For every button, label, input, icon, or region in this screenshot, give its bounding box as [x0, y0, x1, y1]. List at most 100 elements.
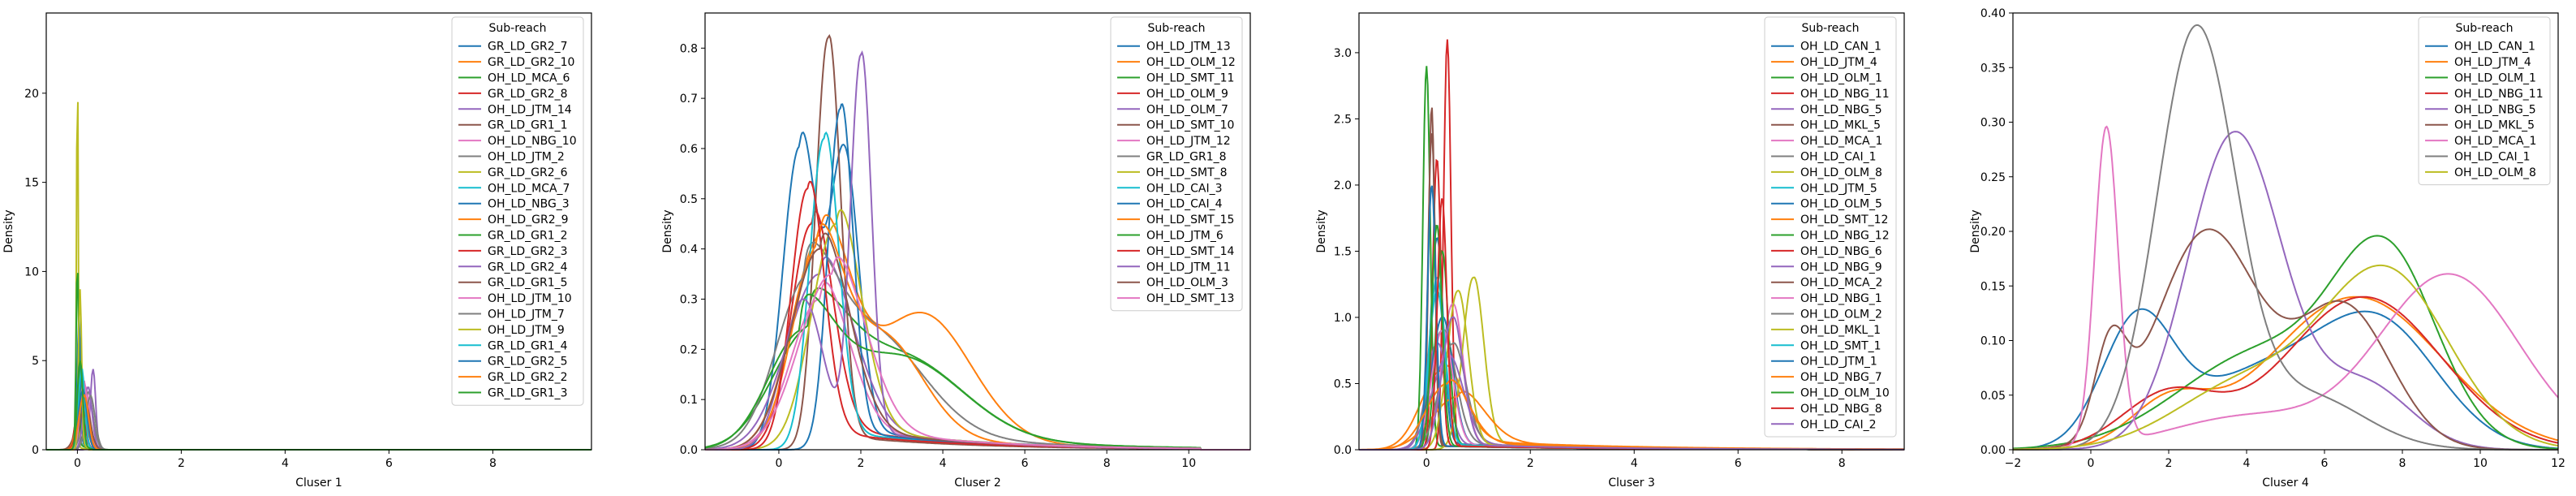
legend-entry: GR_LD_GR1_3: [488, 387, 568, 400]
x-axis-label: Cluser 1: [295, 477, 342, 490]
y-tick-label: 0.40: [1980, 7, 2006, 20]
legend-entry: OH_LD_GR2_9: [488, 213, 569, 226]
series-curves: [704, 33, 1250, 451]
legend-entry: OH_LD_MCA_1: [1800, 135, 1882, 148]
x-axis-label: Cluser 3: [1608, 477, 1655, 490]
subplot-4: −2 0 2 4 6 8 10 12 0.00 0.05 0.10 0.15 0.20 0.25 0.30 0…: [1969, 7, 2565, 490]
x-tick-label: 6: [1021, 457, 1029, 470]
legend-entry: GR_LD_GR1_1: [488, 119, 568, 132]
axes-frame: [45, 12, 592, 451]
legend-entry: OH_LD_CAN_1: [1800, 41, 1881, 54]
legend-entry: OH_LD_CAI_4: [1146, 198, 1223, 211]
series-line-OH_LD_OLM_1: [2012, 235, 2558, 450]
legend-entry: OH_LD_MKL_1: [1800, 324, 1881, 337]
y-tick-label: 2.0: [1334, 179, 1352, 192]
y-axis-label: Density: [1969, 209, 1982, 252]
legend-entry: OH_LD_SMT_12: [1800, 213, 1888, 226]
series-curves: [2012, 24, 2559, 451]
y-tick-label: 0.6: [680, 143, 698, 156]
series-line-OH_LD_GR2_9: [46, 397, 591, 451]
legend-entry: OH_LD_JTM_13: [1146, 41, 1231, 54]
y-axis-label: Density: [661, 209, 674, 252]
x-tick-label: 10: [1181, 457, 1196, 470]
series-line-OH_LD_MKL_5: [2013, 228, 2558, 451]
legend-entry: OH_LD_SMT_14: [1146, 245, 1235, 258]
legend-entry: OH_LD_SMT_1: [1800, 339, 1881, 352]
legend-entry: GR_LD_GR2_6: [488, 166, 568, 179]
legend-entry: OH_LD_CAI_2: [1800, 418, 1877, 431]
legend-entry: OH_LD_NBG_10: [488, 135, 577, 148]
series-line-OH_LD_NBG_11: [2013, 295, 2559, 451]
x-axis-label: Cluser 2: [954, 477, 1001, 490]
legend: Sub-reach OH_LD_JTM_13 OH_LD_OLM_12 OH_LD_S…: [1110, 16, 1243, 312]
legend-entry: OH_LD_JTM_5: [1800, 182, 1877, 195]
legend-entry: GR_LD_GR1_5: [488, 277, 568, 290]
legend-entry: OH_LD_OLM_1: [1800, 72, 1882, 85]
x-tick-label: 8: [1103, 457, 1111, 470]
series-line-OH_LD_JTM_4: [2013, 295, 2559, 451]
legend-entry: OH_LD_JTM_6: [1146, 230, 1223, 243]
legend-entry: OH_LD_JTM_9: [488, 324, 565, 337]
legend-title: Sub-reach: [2456, 22, 2514, 35]
y-tick-label: 0.4: [680, 244, 698, 257]
series-line-GR_LD_GR1_5: [46, 403, 591, 451]
x-tick-label: 8: [489, 457, 497, 470]
series-line-OH_LD_CAI_1: [2013, 24, 2558, 451]
legend-entry: OH_LD_JTM_4: [1800, 56, 1877, 69]
y-tick-label: 0.20: [1980, 226, 2006, 239]
legend-title: Sub-reach: [1148, 22, 1206, 35]
x-tick-label: 2: [178, 457, 185, 470]
series-line-OH_LD_NBG_5: [2013, 131, 2558, 451]
y-tick-label: 0.00: [1980, 444, 2006, 457]
x-tick-label: 12: [2551, 457, 2565, 470]
legend-entry: GR_LD_GR1_2: [488, 230, 568, 243]
legend-entry: GR_LD_GR2_5: [488, 356, 568, 369]
series-line-OH_LD_MCA_1: [2012, 125, 2559, 451]
legend-entry: GR_LD_GR2_7: [488, 41, 568, 54]
x-tick-label: 6: [2321, 457, 2329, 470]
legend-entry: OH_LD_OLM_8: [2454, 166, 2536, 179]
legend-entry: OH_LD_MCA_7: [488, 182, 570, 195]
legend-entry: GR_LD_GR1_8: [1146, 151, 1227, 164]
y-tick-label: 1.0: [1334, 312, 1352, 325]
legend-entry: GR_LD_GR2_2: [488, 371, 568, 384]
legend-entry: OH_LD_JTM_11: [1146, 261, 1231, 274]
subplot-1: 0 2 4 6 8 0 5 10 15 20 Cluser 1 Density Sub-reach GR_…: [2, 12, 592, 490]
legend-entry: OH_LD_JTM_12: [1146, 135, 1231, 148]
legend-entry: OH_LD_NBG_7: [1800, 371, 1882, 384]
y-tick-label: 5: [32, 355, 39, 368]
legend-entry: OH_LD_OLM_12: [1146, 56, 1236, 69]
legend-entry: OH_LD_NBG_6: [1800, 245, 1882, 258]
legend-entry: GR_LD_GR2_8: [488, 88, 568, 101]
y-tick-label: 1.5: [1334, 245, 1352, 258]
x-tick-label: 4: [282, 457, 289, 470]
legend-entry: OH_LD_SMT_8: [1146, 166, 1228, 179]
legend-entry: OH_LD_CAI_1: [2454, 151, 2531, 164]
legend-entry: OH_LD_OLM_5: [1800, 198, 1882, 211]
legend: Sub-reach OH_LD_CAN_1 OH_LD_JTM_4 OH_LD_OLM…: [1764, 16, 1897, 438]
legend-box: [1110, 16, 1243, 312]
legend-entry: OH_LD_OLM_2: [1800, 308, 1882, 321]
legend-entry: OH_LD_OLM_10: [1800, 387, 1890, 400]
series-line-GR_LD_GR1_1: [46, 408, 591, 451]
legend-entry: GR_LD_GR2_3: [488, 245, 568, 258]
legend-box: [1764, 16, 1897, 438]
legend: Sub-reach OH_LD_CAN_1 OH_LD_JTM_4 OH_LD_OLM…: [2418, 16, 2551, 186]
x-tick-label: 2: [2165, 457, 2173, 470]
legend-entry: OH_LD_NBG_8: [1800, 403, 1882, 416]
legend-entry: OH_LD_SMT_13: [1146, 292, 1234, 305]
legend-entry: OH_LD_OLM_7: [1146, 103, 1228, 116]
legend-entry: OH_LD_JTM_10: [488, 292, 572, 305]
y-tick-label: 0.25: [1980, 171, 2006, 184]
x-tick-label: 2: [1527, 457, 1534, 470]
y-tick-label: 0.0: [1334, 444, 1352, 457]
legend-entry: GR_LD_GR1_4: [488, 339, 568, 352]
y-tick-label: 0.0: [680, 444, 698, 457]
legend-entry: OH_LD_NBG_5: [1800, 103, 1882, 116]
y-tick-label: 0.15: [1980, 280, 2006, 293]
y-tick-label: 0.2: [680, 343, 698, 356]
y-tick-label: 20: [24, 88, 39, 101]
x-tick-label: 8: [1838, 457, 1846, 470]
legend-entry: OH_LD_CAN_1: [2454, 41, 2535, 54]
